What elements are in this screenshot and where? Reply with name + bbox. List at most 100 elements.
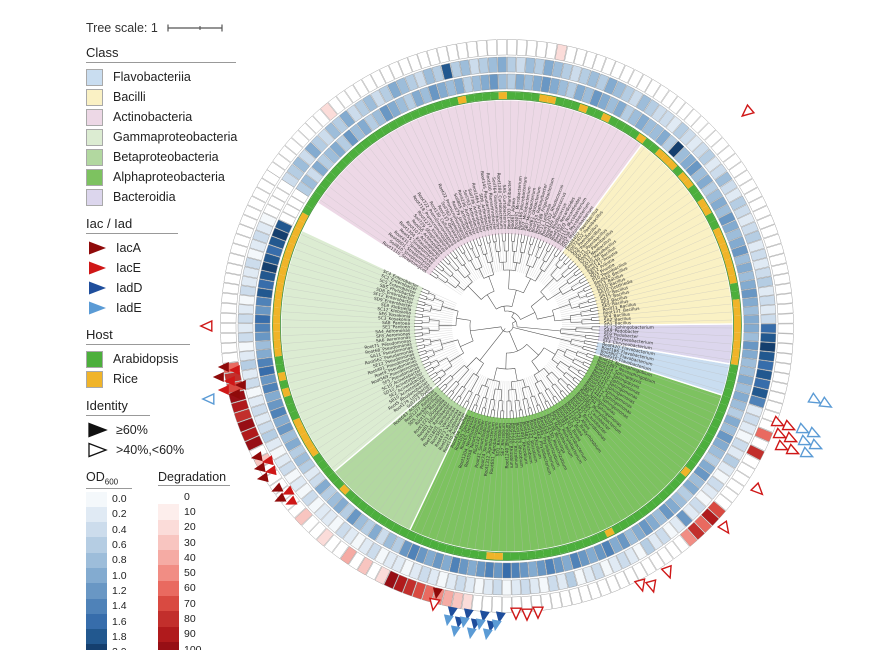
- svg-text:SA5_Curtobacterium: SA5_Curtobacterium: [501, 185, 508, 229]
- od600-ring-1: [254, 73, 760, 579]
- color-swatch: [86, 128, 103, 146]
- sector-dividers: [291, 135, 745, 541]
- color-swatch: [86, 108, 103, 126]
- svg-text:SC12_Klebsiella: SC12_Klebsiella: [377, 306, 412, 317]
- od600-step: 0.4: [86, 522, 132, 538]
- degradation-step: 70: [158, 596, 230, 612]
- od600-scale: OD600 0.00.20.40.60.81.01.21.41.61.82.0: [86, 470, 132, 650]
- marker-iacE: [660, 564, 672, 580]
- svg-text:SE5_Bacillus: SE5_Bacillus: [601, 298, 629, 309]
- degradation-step: 30: [158, 534, 230, 551]
- marker-iacE: [633, 578, 646, 593]
- class-sectors: [281, 100, 733, 552]
- svg-text:SE9_Pedobacter: SE9_Pedobacter: [603, 331, 638, 340]
- legend-item-arabidopsis: Arabidopsis: [86, 349, 276, 369]
- svg-text:SF8_Aeromonas: SF8_Aeromonas: [376, 331, 411, 340]
- marker-iadE: [482, 628, 493, 641]
- marker-iadD: [447, 606, 458, 619]
- marker-iacA: [256, 472, 269, 483]
- marker-iacE: [531, 606, 545, 620]
- od600-step: 0.0: [86, 491, 132, 507]
- legend-item-bacteroidia: Bacteroidia: [86, 187, 276, 207]
- svg-text:Root651_Agrobacterium: Root651_Agrobacterium: [489, 422, 500, 474]
- color-swatch: [86, 188, 103, 206]
- legend-item-flavobacteriia: Flavobacteriia: [86, 67, 276, 87]
- marker-iacA: [228, 389, 240, 399]
- legend-item-label: Bacilli: [113, 90, 146, 104]
- legend-item-betaproteobacteria: Betaproteobacteria: [86, 147, 276, 167]
- marker-iacE: [509, 607, 523, 621]
- legend-item-label: IacA: [116, 241, 142, 255]
- degradation-step: 100: [158, 641, 230, 650]
- legend-item-label: Betaproteobacteria: [113, 150, 219, 164]
- color-swatch: [86, 168, 103, 186]
- marker-iacE: [774, 439, 790, 451]
- svg-text:Root1240_Rhizobium: Root1240_Rhizobium: [504, 423, 510, 468]
- svg-text:SF4_Bacillus: SF4_Bacillus: [603, 311, 631, 320]
- od600-step: 1.8: [86, 629, 132, 645]
- od600-step: 0.8: [86, 552, 132, 568]
- marker-iacA: [250, 451, 263, 462]
- iac-iad-legend-header: Iac / Iad: [86, 216, 178, 234]
- color-swatch: [86, 370, 103, 388]
- marker-iacE: [199, 319, 213, 333]
- legend-item-identity-low: >40%,<60%: [86, 440, 276, 460]
- degradation-step: 20: [158, 519, 230, 535]
- degradation-step: 90: [158, 626, 230, 642]
- legend-item-label: Rice: [113, 372, 139, 386]
- marker-iacA: [271, 482, 284, 492]
- legend-item-label: Actinobacteria: [113, 110, 193, 124]
- marker-iacA: [274, 492, 287, 502]
- legend-item-label: IadE: [116, 301, 142, 315]
- degradation-step: 50: [158, 565, 230, 581]
- svg-text:Root431_Microbacterium: Root431_Microbacterium: [513, 176, 524, 230]
- marker-iacE: [228, 365, 240, 375]
- marker-iacE: [520, 608, 534, 622]
- iac-iad-markers: [199, 103, 833, 641]
- od600-step: 0.2: [86, 506, 132, 523]
- legend-item-gammaproteobacteria: Gammaproteobacteria: [86, 127, 276, 147]
- tree-scale-bar: [167, 24, 223, 32]
- legend-item-label: Gammaproteobacteria: [113, 130, 238, 144]
- tree-scale-label: Tree scale: 1: [86, 21, 158, 35]
- od600-step: 2.0: [86, 644, 132, 650]
- svg-text:SC3_Kosakonia: SC3_Kosakonia: [378, 315, 411, 323]
- legend-item-label: Arabidopsis: [113, 352, 179, 366]
- legend-item-alphaproteobacteria: Alphaproteobacteria: [86, 167, 276, 187]
- od600-step: 0.6: [86, 537, 132, 553]
- identity-legend-header: Identity: [86, 398, 150, 416]
- marker-iacE: [223, 376, 235, 386]
- color-swatch: [86, 88, 103, 106]
- host-ring: [272, 91, 742, 561]
- marker-iacE: [781, 419, 797, 431]
- color-swatch: [86, 148, 103, 166]
- marker-iacE: [785, 443, 801, 455]
- od600-scale-label: OD600: [86, 470, 132, 489]
- svg-text:SE8_Klebsiella: SE8_Klebsiella: [380, 302, 412, 313]
- filled-triangle-icon: [88, 422, 108, 438]
- marker-iacE: [740, 103, 756, 118]
- marker-iadE: [808, 438, 824, 450]
- legend-item-label: Alphaproteobacteria: [113, 170, 225, 184]
- degradation-step: 80: [158, 611, 230, 627]
- svg-text:SE1_Pantoea: SE1_Pantoea: [382, 324, 410, 330]
- svg-text:Root1203_Rhizobium: Root1203_Rhizobium: [514, 422, 525, 468]
- svg-text:Root11_Bacillus: Root11_Bacillus: [602, 301, 637, 313]
- marker-iacE: [716, 520, 730, 535]
- legend-item-label: ≥60%: [116, 423, 148, 437]
- svg-text:SD1_Rhizobium: SD1_Rhizobium: [495, 423, 503, 457]
- svg-text:SC1_Sphingobacterium: SC1_Sphingobacterium: [604, 324, 654, 330]
- svg-text:SA9_Pedobacter: SA9_Pedobacter: [604, 328, 639, 336]
- legend-item-label: IacE: [116, 261, 142, 275]
- svg-text:SA2_Bacillus: SA2_Bacillus: [604, 316, 632, 324]
- tree-scale: Tree scale: 1: [86, 20, 276, 36]
- marker-iacE: [285, 495, 298, 505]
- color-scales: OD600 0.00.20.40.60.81.01.21.41.61.82.0 …: [86, 470, 276, 650]
- iac-iad-legend-items: IacA IacE IadD IadE: [86, 238, 276, 318]
- marker-iadE: [466, 627, 477, 640]
- degradation-ring: [220, 39, 794, 613]
- marker-iadE: [806, 426, 822, 438]
- svg-text:SE7_Rhizobium: SE7_Rhizobium: [500, 423, 507, 456]
